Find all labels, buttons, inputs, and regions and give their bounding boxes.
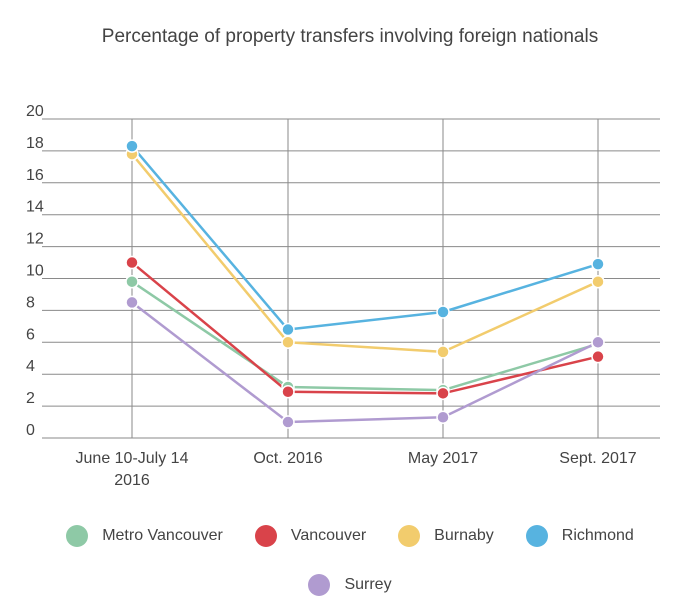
y-tick-label: 12	[26, 231, 44, 248]
data-point	[125, 255, 139, 270]
legend-row-1: Metro Vancouver Vancouver Burnaby Richmo…	[0, 525, 700, 547]
legend-label-surrey: Surrey	[344, 576, 392, 593]
x-tick-label: Oct. 2016	[253, 450, 322, 467]
y-tick-label: 14	[26, 199, 44, 216]
legend-swatch-metro-vancouver	[66, 525, 89, 547]
data-point	[436, 305, 450, 319]
y-tick-label: 20	[26, 103, 44, 120]
x-tick-label: June 10-July 14	[76, 450, 189, 467]
legend-swatch-surrey	[308, 574, 331, 596]
data-point	[281, 384, 295, 399]
x-tick-label: Sept. 2017	[559, 450, 637, 467]
x-tick-label: May 2017	[408, 450, 478, 467]
chart-title: Percentage of property transfers involvi…	[101, 26, 599, 47]
series-line	[131, 153, 599, 354]
y-tick-label: 4	[26, 358, 35, 375]
series-line	[131, 145, 599, 331]
y-tick-label: 18	[26, 135, 44, 152]
data-point	[591, 274, 605, 289]
data-point	[281, 415, 295, 429]
series-line	[131, 301, 599, 424]
data-point	[281, 335, 295, 350]
legend-swatch-richmond	[525, 525, 548, 547]
series-line	[131, 280, 599, 392]
data-point	[436, 410, 450, 425]
legend-item-vancouver: Vancouver	[254, 525, 367, 547]
data-point	[125, 274, 139, 289]
data-point	[436, 345, 450, 359]
data-point	[591, 257, 605, 271]
series-line	[131, 261, 599, 395]
data-point	[436, 386, 450, 401]
y-tick-label: 8	[26, 294, 35, 311]
y-tick-label: 16	[26, 167, 44, 184]
legend-label-metro-vancouver: Metro Vancouver	[102, 527, 223, 544]
y-tick-label: 0	[26, 422, 35, 439]
legend-swatch-vancouver	[254, 525, 277, 547]
x-tick-label: 2016	[114, 472, 150, 489]
legend-label-burnaby: Burnaby	[434, 527, 494, 544]
legend-item-surrey: Surrey	[308, 574, 392, 596]
legend-item-richmond: Richmond	[525, 525, 634, 547]
data-point	[591, 335, 605, 350]
y-tick-label: 10	[26, 263, 44, 280]
legend-label-vancouver: Vancouver	[290, 527, 367, 544]
data-point	[281, 322, 295, 337]
data-point	[125, 295, 139, 310]
legend-item-metro-vancouver: Metro Vancouver	[66, 525, 223, 547]
y-tick-label: 6	[26, 326, 35, 343]
legend-swatch-burnaby	[398, 525, 421, 547]
legend-label-richmond: Richmond	[561, 527, 634, 544]
data-point	[591, 349, 605, 364]
y-tick-label: 2	[26, 390, 35, 407]
legend-row-2: Surrey	[0, 574, 700, 596]
data-point	[125, 139, 139, 153]
legend-item-burnaby: Burnaby	[398, 525, 494, 547]
